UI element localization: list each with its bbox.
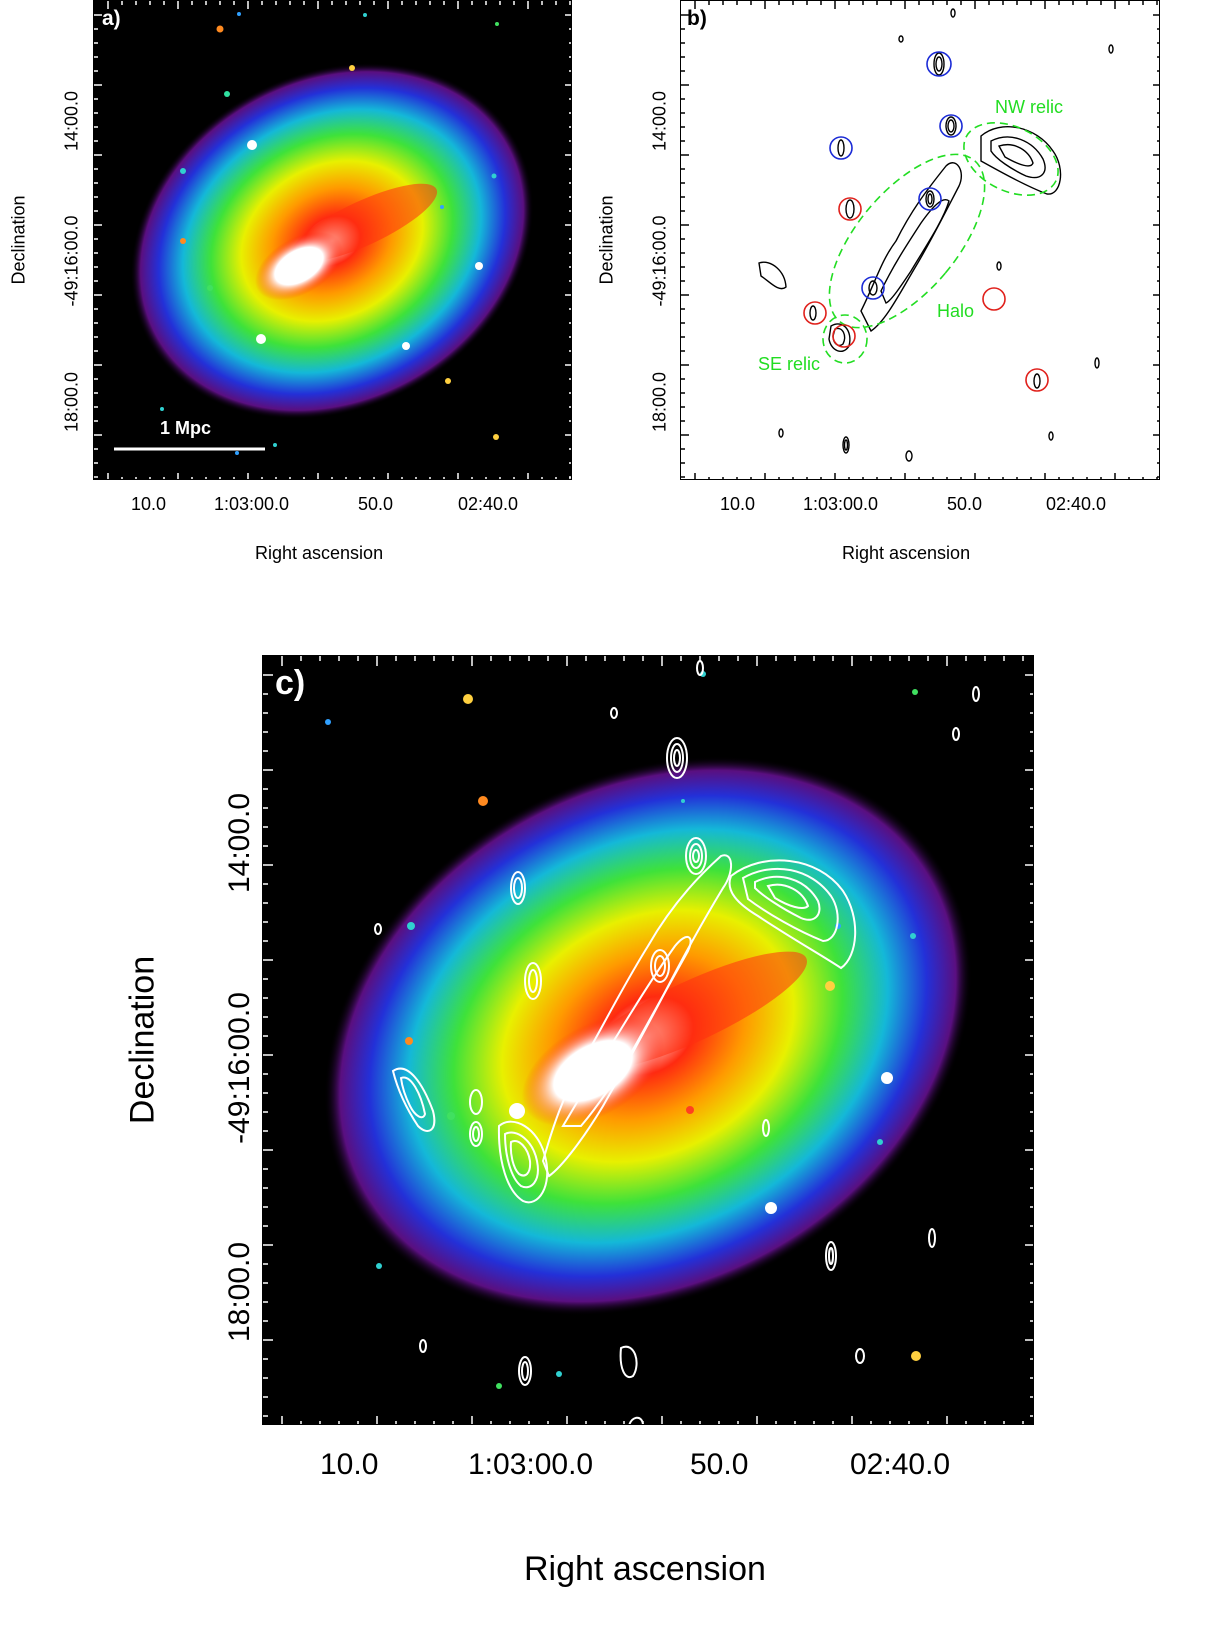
x-tick-label: 1:03:00.0 [214,494,290,514]
x-axis-title: Right ascension [842,543,971,563]
panel-b-image: b) NW relic Halo SE relic [680,0,1160,480]
y-tick-label: 18:00.0 [649,371,670,433]
y-tick-label: -49:16:00.0 [649,215,670,307]
x-tick-label: 1:03:00.0 [468,1448,594,1481]
tick-marks [94,1,571,479]
x-tick-label: 02:40.0 [850,1448,951,1481]
se-relic-label: SE relic [758,354,821,374]
y-tick-label: 18:00.0 [223,1241,256,1343]
y-tick-label: 14:00.0 [61,90,82,152]
xray-map-a [94,1,571,479]
y-tick-label: -49:16:00.0 [223,992,256,1144]
panel-c-letter: c) [275,664,306,702]
panel-a-letter: a) [102,7,121,30]
panel-a-image: a) 1 Mpc [93,0,572,480]
x-axis-title: Right ascension [255,543,384,563]
scale-bar-label: 1 Mpc [160,418,212,438]
x-tick-label: 10.0 [131,494,167,514]
tick-marks [263,656,1033,1424]
x-tick-label: 02:40.0 [1046,494,1107,514]
y-tick-label: -49:16:00.0 [61,215,82,307]
x-tick-label: 10.0 [320,1448,379,1481]
xray-radio-overlay [263,656,1033,1424]
y-tick-label: 18:00.0 [61,371,82,433]
y-axis-title: Declination [123,955,162,1125]
panel-b-letter: b) [687,7,707,30]
panel-c-image: c) [262,655,1034,1425]
x-tick-label: 02:40.0 [458,494,519,514]
x-tick-label: 50.0 [690,1448,749,1481]
x-tick-label: 50.0 [358,494,394,514]
x-tick-label: 10.0 [720,494,756,514]
tick-marks [681,1,1159,479]
x-tick-label: 50.0 [947,494,983,514]
y-tick-label: 14:00.0 [223,792,256,894]
nw-relic-label: NW relic [995,97,1063,117]
radio-contour-map [681,1,1159,479]
y-axis-title: Declination [8,195,29,285]
y-tick-label: 14:00.0 [649,90,670,152]
y-axis-title: Declination [596,195,617,285]
x-tick-label: 1:03:00.0 [803,494,879,514]
x-axis-title: Right ascension [524,1550,766,1588]
halo-label: Halo [937,301,975,321]
